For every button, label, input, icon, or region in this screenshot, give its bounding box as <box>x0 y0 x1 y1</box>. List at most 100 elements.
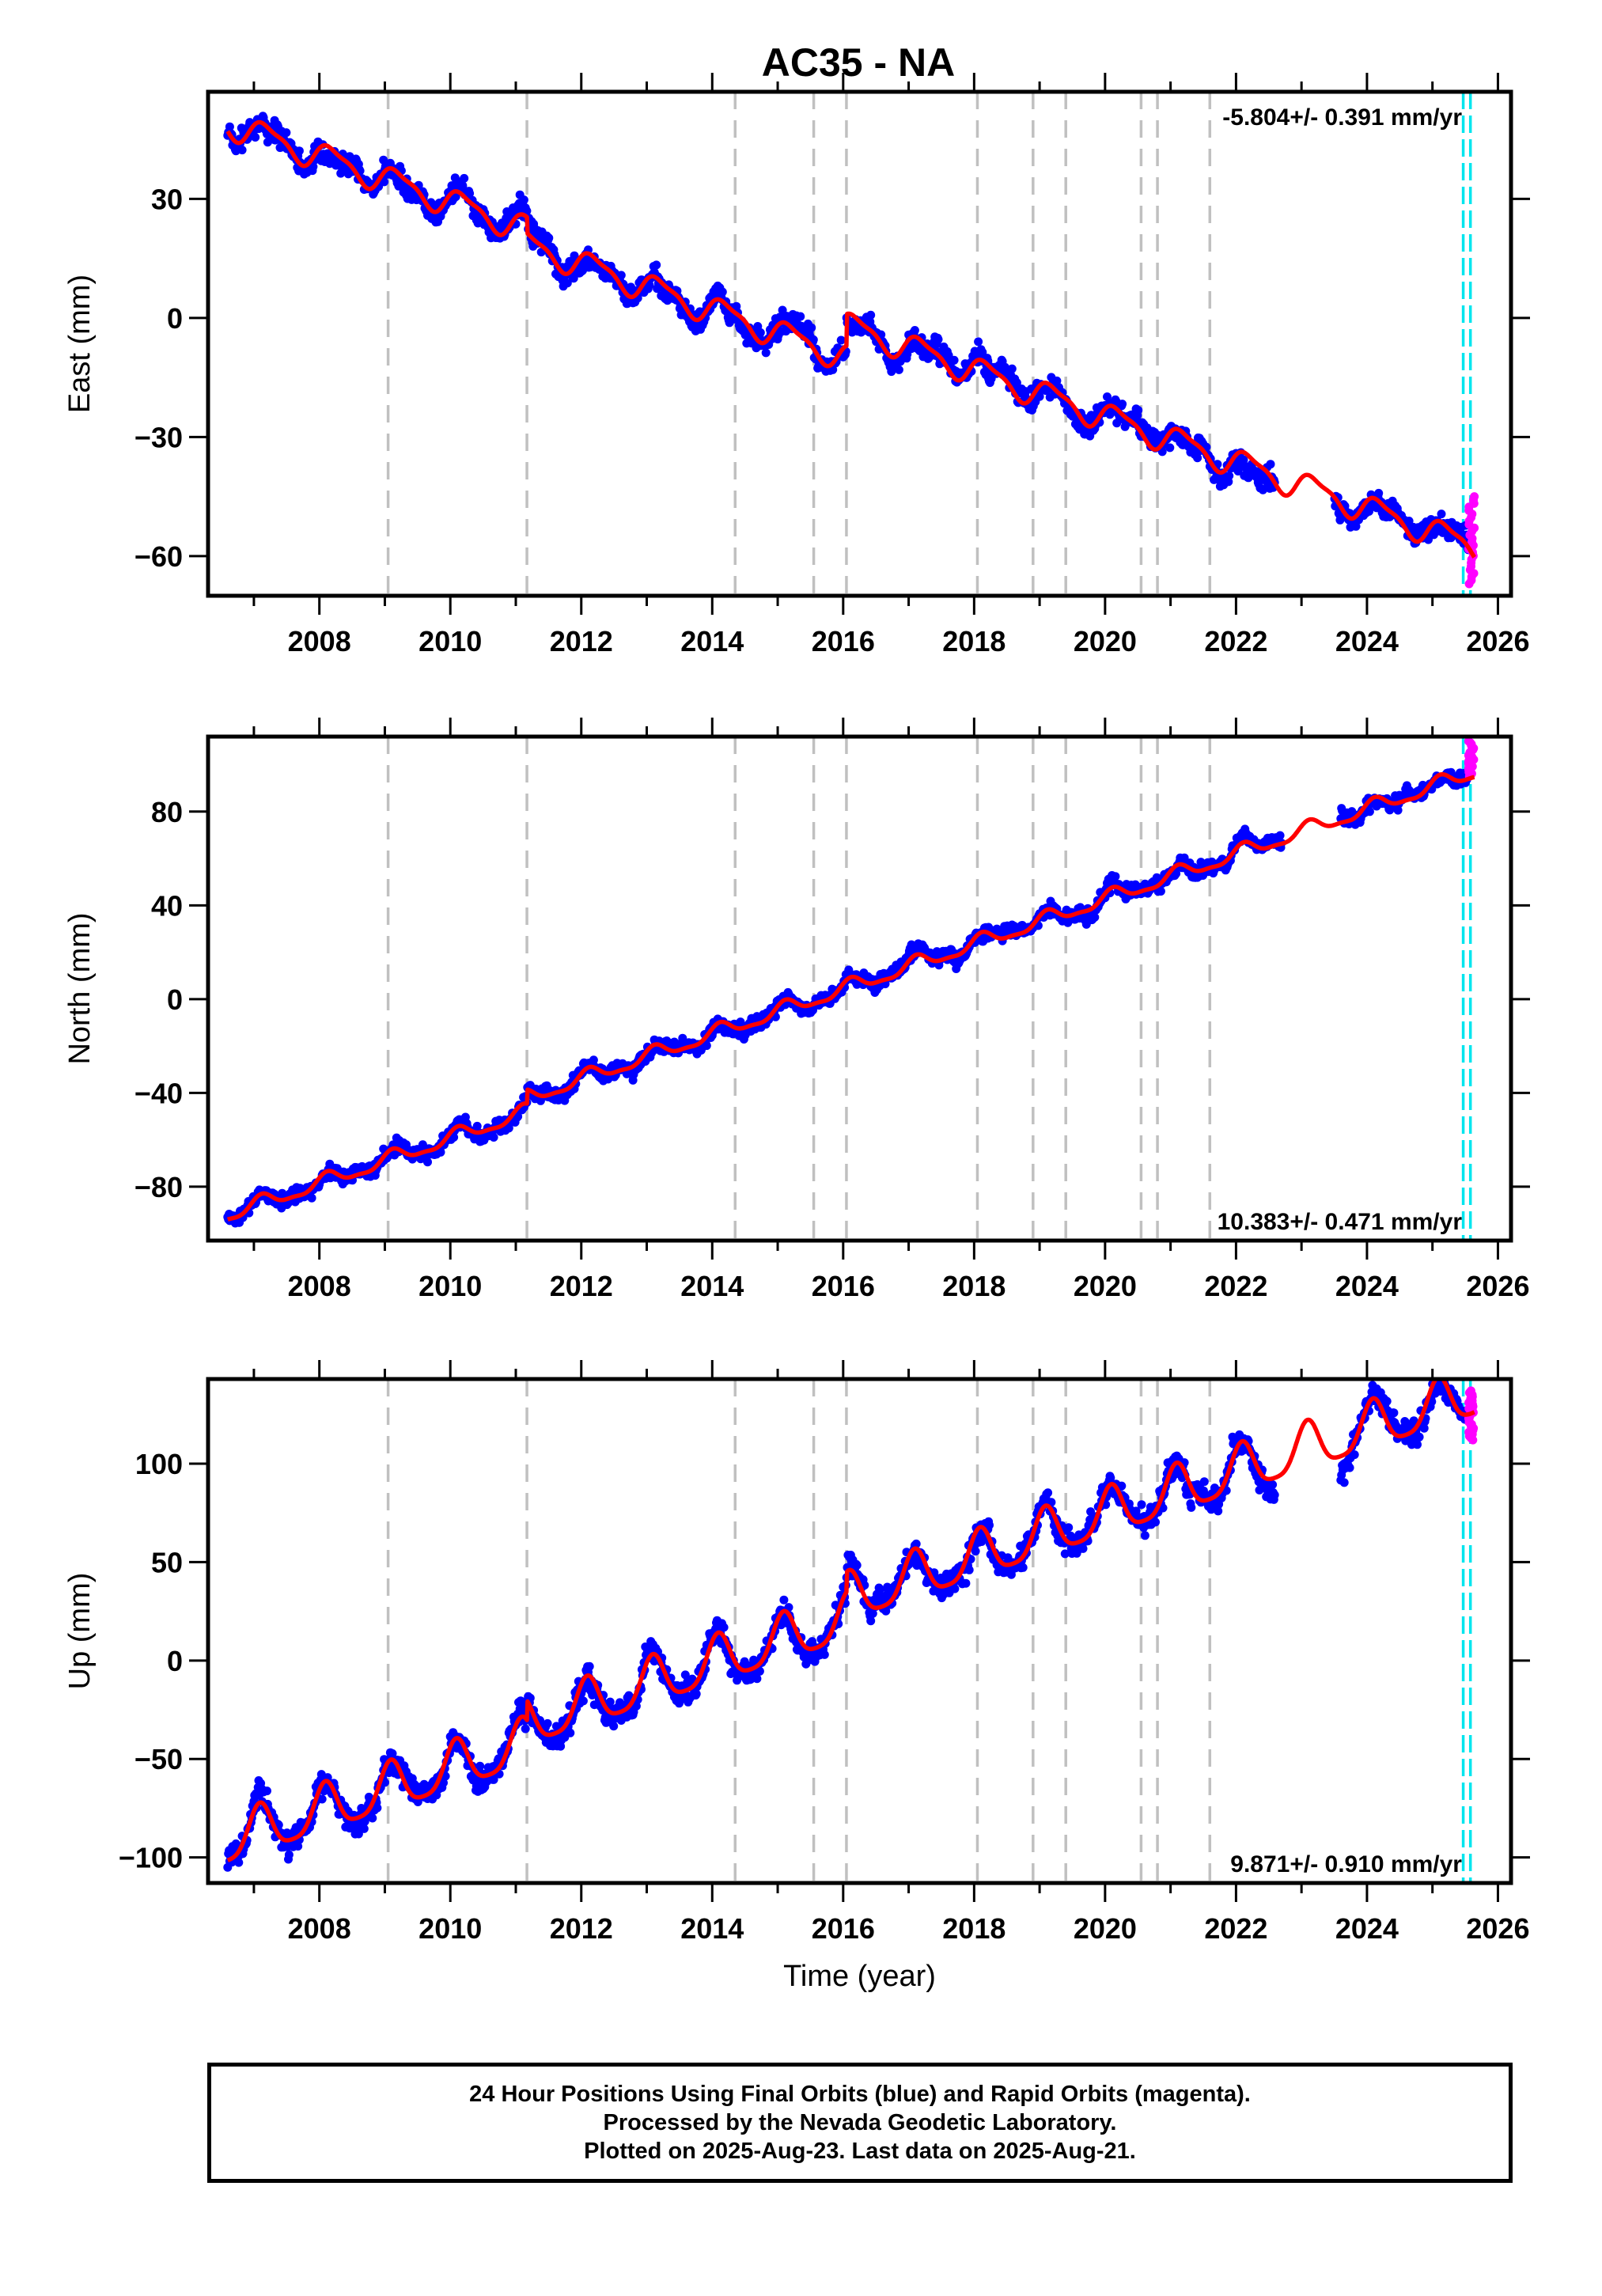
plot-area <box>223 737 1479 1241</box>
final-point <box>1078 1544 1088 1553</box>
x-tick-label: 2018 <box>942 625 1006 657</box>
final-point <box>521 1724 530 1733</box>
final-point <box>779 1595 789 1605</box>
final-point <box>1165 443 1175 453</box>
final-point <box>578 1696 588 1706</box>
final-point <box>1118 400 1127 409</box>
x-tick-label: 2012 <box>550 1270 613 1302</box>
plot-frame <box>206 734 1513 1243</box>
final-point <box>1365 807 1374 816</box>
final-point <box>809 335 818 344</box>
final-orbit-points <box>223 767 1473 1228</box>
final-point <box>894 365 903 374</box>
panel-up: 2008 2010 2012 2014 2016 2018 2020 2022 2024 2026… <box>63 1360 1530 1993</box>
x-tick-label: 2016 <box>812 625 875 657</box>
y-tick-label: −60 <box>134 540 183 573</box>
x-tick-label: 2022 <box>1204 1270 1267 1302</box>
final-point <box>866 1616 876 1626</box>
panels: 2008 2010 2012 2014 2016 2018 2020 2022 2024 2026… <box>63 73 1530 1993</box>
model-curve <box>225 771 1476 1222</box>
final-point <box>585 1661 594 1671</box>
x-tick-label: 2008 <box>288 625 351 657</box>
rate-annotation: 10.383+/- 0.471 mm/yr <box>1218 1209 1463 1235</box>
final-point <box>309 162 318 172</box>
rapid-point <box>1470 492 1479 502</box>
final-point <box>263 1786 271 1796</box>
final-point <box>934 335 943 344</box>
final-point <box>616 271 626 280</box>
panel-north: 2008 2010 2012 2014 2016 2018 2020 2022 2024 2026… <box>63 718 1530 1302</box>
final-point <box>1275 831 1285 840</box>
final-point <box>852 1560 862 1570</box>
final-point <box>907 344 916 354</box>
final-point <box>964 1565 974 1574</box>
x-tick-label: 2024 <box>1335 1270 1399 1302</box>
rapid-orbit-points <box>1464 492 1479 589</box>
final-point <box>519 195 528 205</box>
final-point <box>971 1547 980 1556</box>
final-point <box>1266 460 1275 469</box>
final-point <box>368 1813 377 1823</box>
final-point <box>307 1193 316 1203</box>
final-point <box>974 337 983 347</box>
final-point <box>234 1858 244 1867</box>
final-point <box>1090 912 1100 922</box>
final-point <box>1043 1488 1053 1498</box>
final-point <box>251 133 260 142</box>
final-point <box>1225 471 1234 480</box>
y-tick-label: 30 <box>151 183 183 215</box>
x-tick-label: 2018 <box>942 1270 1006 1302</box>
final-point <box>1233 467 1243 475</box>
final-point <box>237 146 247 155</box>
final-point <box>609 1722 619 1731</box>
final-point <box>944 350 953 360</box>
x-tick-label: 2016 <box>812 1270 875 1302</box>
final-point <box>796 312 805 321</box>
x-tick-label: 2026 <box>1466 625 1529 657</box>
plot-area <box>223 1379 1479 1883</box>
final-point <box>1007 364 1017 373</box>
final-point <box>465 189 475 198</box>
x-tick-label: 2026 <box>1466 1270 1529 1302</box>
x-tick-label: 2014 <box>680 625 744 657</box>
final-point <box>380 177 389 187</box>
final-point <box>436 1147 445 1157</box>
panel-east: 2008 2010 2012 2014 2016 2018 2020 2022 2024 2026… <box>63 73 1530 657</box>
y-tick-label: 80 <box>151 796 183 828</box>
final-point <box>460 173 469 183</box>
final-point <box>569 274 578 283</box>
x-tick-label: 2020 <box>1074 1270 1137 1302</box>
y-axis-label: North (mm) <box>63 912 97 1064</box>
final-point <box>1239 455 1248 464</box>
final-point <box>282 128 291 138</box>
final-point <box>866 310 876 320</box>
y-tick-label: −40 <box>134 1077 183 1109</box>
y-tick-label: −30 <box>134 421 183 453</box>
final-point <box>1064 1523 1074 1533</box>
final-point <box>761 348 771 358</box>
final-point <box>718 287 727 297</box>
final-point <box>756 328 765 337</box>
final-point <box>1111 872 1120 881</box>
y-tick-label: −80 <box>134 1171 183 1203</box>
final-point <box>284 1850 294 1859</box>
final-point <box>294 146 304 156</box>
rate-annotation: -5.804+/- 0.391 mm/yr <box>1222 104 1462 131</box>
y-tick-label: 0 <box>167 302 183 335</box>
y-tick-label: 0 <box>167 983 183 1016</box>
final-point <box>1018 1563 1028 1572</box>
plot-frame <box>206 89 1513 598</box>
final-point <box>566 1728 575 1737</box>
final-point <box>961 1578 971 1588</box>
rapid-orbit-points <box>1464 737 1479 781</box>
final-point <box>423 1157 432 1167</box>
figure-title: AC35 - NA <box>762 40 955 85</box>
final-point <box>373 1803 382 1813</box>
final-point <box>719 1623 729 1632</box>
x-tick-label: 2010 <box>418 625 482 657</box>
final-point <box>562 278 572 288</box>
final-point <box>652 260 661 270</box>
final-point <box>225 122 234 131</box>
final-point <box>836 335 846 345</box>
